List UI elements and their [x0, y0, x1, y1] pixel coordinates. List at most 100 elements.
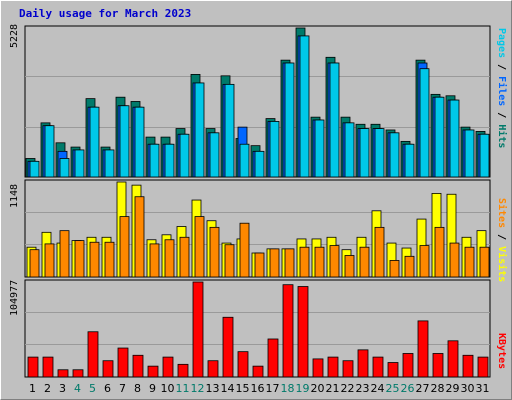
pages-bar [224, 83, 235, 178]
pages-bar [284, 62, 295, 178]
pages-bar [389, 132, 400, 178]
day-label: 14 [221, 382, 235, 395]
sites-bar [224, 244, 235, 278]
day-label: 26 [401, 382, 415, 395]
sites-bar [239, 222, 250, 278]
sites-bar [374, 226, 385, 278]
sites-bar [434, 226, 445, 278]
pages-bar [329, 62, 340, 178]
pages-bar [374, 128, 385, 178]
day-label: 30 [461, 382, 475, 395]
kbytes-bar [57, 369, 69, 378]
pages-bar [434, 96, 445, 178]
kbytes-bar [312, 358, 324, 378]
kbytes-bar [432, 353, 444, 378]
kbytes-bar [267, 338, 279, 378]
day-label: 3 [59, 382, 66, 395]
sites-bar [104, 241, 115, 278]
pages-bar [164, 143, 175, 178]
pages-bar [59, 158, 70, 178]
day-label: 13 [206, 382, 220, 395]
sites-bar [74, 240, 85, 278]
kbytes-bar [237, 351, 249, 378]
pages-bar [134, 106, 145, 178]
day-label: 16 [251, 382, 265, 395]
day-label: 20 [311, 382, 325, 395]
kbytes-bar [87, 331, 99, 378]
pages-bar [239, 143, 250, 178]
pages-bar [119, 105, 130, 178]
pages-bar [209, 132, 220, 178]
kbytes-bar [177, 363, 189, 378]
day-label: 22 [341, 382, 355, 395]
day-label: 11 [176, 382, 190, 395]
kbytes-bar [252, 365, 264, 378]
kbytes-bar [402, 353, 414, 378]
sites-bar [209, 226, 220, 278]
day-label: 15 [236, 382, 250, 395]
sites-bar [329, 245, 340, 278]
sites-bar [29, 249, 40, 278]
sites-bar [449, 242, 460, 278]
kbytes-bar [417, 320, 429, 378]
kbytes-bar [477, 356, 489, 378]
day-label: 21 [326, 382, 340, 395]
sites-bar [194, 216, 205, 278]
pages-bar [179, 133, 190, 178]
kbytes-bar [462, 354, 474, 378]
day-label: 2 [44, 382, 51, 395]
kbytes-bar [102, 360, 114, 378]
sites-bar [134, 196, 145, 278]
day-label: 7 [119, 382, 126, 395]
day-label: 27 [416, 382, 430, 395]
sites-bar [359, 246, 370, 278]
pages-bar [89, 106, 100, 178]
sites-bar [314, 246, 325, 278]
day-label: 19 [296, 382, 310, 395]
kbytes-bar [192, 281, 204, 378]
day-label: 5 [89, 382, 96, 395]
kbytes-bar [297, 286, 309, 378]
kbytes-bar [342, 360, 354, 378]
day-label: 8 [134, 382, 141, 395]
chart-title: Daily usage for March 2023 [19, 7, 192, 20]
sites-bar [179, 236, 190, 278]
sites-bar [299, 246, 310, 278]
day-label: 28 [431, 382, 445, 395]
kbytes-bar [327, 356, 339, 378]
pages-bar [149, 143, 160, 178]
day-label: 18 [281, 382, 295, 395]
day-label: 25 [386, 382, 400, 395]
pages-bar [194, 82, 205, 178]
sites-bar [254, 252, 265, 278]
pages-bar [344, 122, 355, 178]
day-label: 31 [476, 382, 490, 395]
day-label: 4 [74, 382, 81, 395]
day-label: 17 [266, 382, 280, 395]
sites-bar [269, 248, 280, 278]
kbytes-bar [222, 316, 234, 378]
pages-bar [104, 149, 115, 178]
pages-bar [299, 35, 310, 178]
day-label: 1 [29, 382, 36, 395]
sites-bar [464, 246, 475, 278]
sites-bar [44, 243, 55, 278]
kbytes-bar [132, 354, 144, 378]
pages-bar [404, 143, 415, 178]
pages-bar [74, 149, 85, 178]
sites-bar [59, 230, 70, 278]
day-label: 29 [446, 382, 460, 395]
day-label: 6 [104, 382, 111, 395]
kbytes-bar [72, 369, 84, 378]
day-label: 9 [149, 382, 156, 395]
pages-bar [269, 121, 280, 178]
pages-bar [359, 128, 370, 178]
pages-bar [254, 150, 265, 178]
sites-bar [164, 239, 175, 278]
pages-bar [44, 125, 55, 178]
pages-bar [479, 133, 490, 178]
day-label: 24 [371, 382, 385, 395]
kbytes-bar [162, 356, 174, 378]
pages-bar [449, 99, 460, 178]
